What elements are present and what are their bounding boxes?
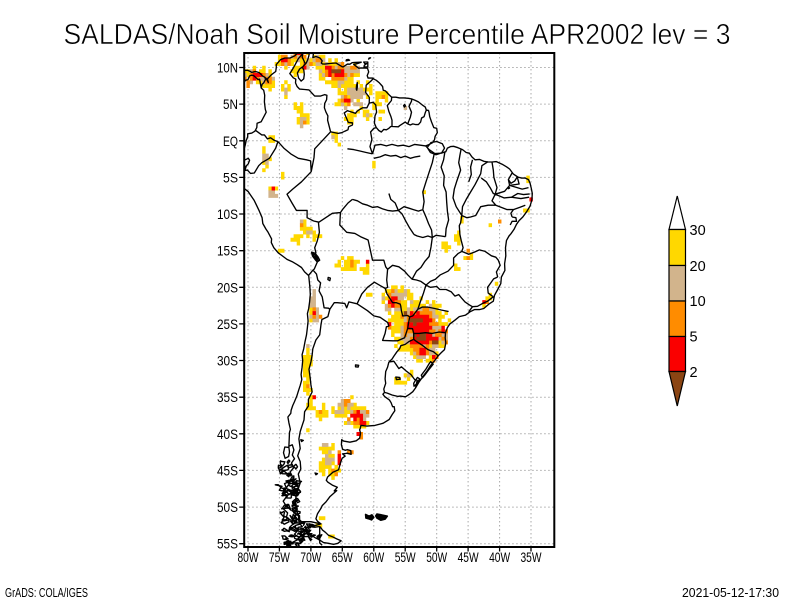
svg-text:35S: 35S — [217, 389, 238, 405]
svg-text:EQ: EQ — [223, 133, 238, 149]
svg-text:10: 10 — [690, 294, 706, 310]
svg-text:40W: 40W — [489, 549, 511, 565]
svg-text:2: 2 — [690, 365, 698, 381]
svg-text:5: 5 — [690, 330, 698, 346]
svg-text:SALDAS/Noah Soil Moisture Perc: SALDAS/Noah Soil Moisture Percentile APR… — [64, 19, 731, 51]
svg-text:20S: 20S — [217, 279, 238, 295]
svg-text:50W: 50W — [426, 549, 448, 565]
svg-text:70W: 70W — [300, 549, 322, 565]
svg-text:80W: 80W — [238, 549, 260, 565]
svg-text:20: 20 — [690, 259, 706, 275]
svg-text:30S: 30S — [217, 353, 238, 369]
svg-text:40S: 40S — [217, 426, 238, 442]
svg-text:45S: 45S — [217, 462, 238, 478]
svg-text:30: 30 — [690, 223, 706, 239]
svg-text:15S: 15S — [217, 243, 238, 259]
svg-text:5N: 5N — [223, 96, 238, 112]
svg-text:5S: 5S — [223, 169, 238, 185]
svg-text:45W: 45W — [458, 549, 480, 565]
svg-text:10S: 10S — [217, 206, 238, 222]
svg-text:65W: 65W — [332, 549, 354, 565]
svg-text:50S: 50S — [217, 499, 238, 515]
svg-text:60W: 60W — [363, 549, 385, 565]
svg-text:10N: 10N — [217, 60, 238, 76]
svg-text:25S: 25S — [217, 316, 238, 332]
svg-text:GrADS: COLA/IGES: GrADS: COLA/IGES — [5, 586, 88, 600]
svg-text:55W: 55W — [395, 549, 417, 565]
svg-text:35W: 35W — [521, 549, 543, 565]
svg-text:75W: 75W — [269, 549, 291, 565]
svg-text:55S: 55S — [217, 536, 238, 552]
svg-text:2021-05-12-17:30: 2021-05-12-17:30 — [682, 586, 779, 600]
